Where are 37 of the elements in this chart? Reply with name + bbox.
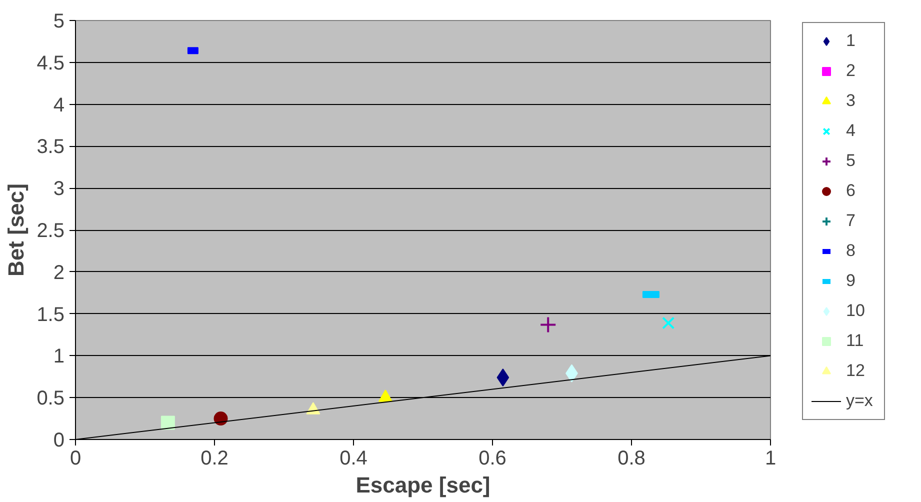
x-axis-title: Escape [sec] bbox=[356, 472, 490, 498]
y-tick-label: 2 bbox=[53, 262, 64, 284]
y-axis-title: Bet [sec] bbox=[4, 184, 29, 276]
x-tick-label: 0.2 bbox=[200, 448, 228, 470]
y-tick-label: 3.5 bbox=[36, 136, 65, 158]
point bbox=[496, 368, 510, 386]
legend-label: 10 bbox=[846, 301, 866, 321]
legend-label: 7 bbox=[846, 211, 856, 231]
x-tick-label: 0.6 bbox=[478, 448, 506, 470]
legend-label: y=x bbox=[846, 391, 874, 411]
legend-label: 12 bbox=[846, 361, 866, 381]
y-tick-label: 0.5 bbox=[36, 388, 65, 410]
legend-label: 9 bbox=[846, 271, 856, 291]
point bbox=[540, 316, 557, 334]
x-tick-label: 0.4 bbox=[340, 448, 368, 470]
legend-label: 1 bbox=[846, 31, 856, 51]
y-tick-label: 4 bbox=[53, 94, 64, 116]
legend-label: 3 bbox=[846, 91, 856, 111]
y-tick-label: 2.5 bbox=[36, 220, 65, 242]
x-tick-label: 0 bbox=[70, 448, 82, 470]
legend-label: 4 bbox=[846, 121, 856, 141]
legend-label: 6 bbox=[846, 181, 856, 201]
legend-label: 8 bbox=[846, 241, 856, 261]
legend-label: 2 bbox=[846, 61, 856, 81]
point bbox=[662, 316, 675, 330]
legend-label: 11 bbox=[846, 331, 865, 351]
legend-label: 5 bbox=[846, 151, 856, 171]
x-tick-label: 1 bbox=[764, 448, 776, 470]
y-tick-label: 1.5 bbox=[36, 304, 65, 326]
x-tick-label: 0.8 bbox=[618, 448, 646, 470]
y-tick-label: 1 bbox=[53, 346, 64, 368]
y-tick-label: 3 bbox=[53, 178, 64, 200]
y-tick-label: 0 bbox=[53, 430, 64, 452]
y-tick-label: 5 bbox=[53, 10, 64, 32]
point bbox=[214, 412, 228, 426]
y-tick-label: 4.5 bbox=[36, 52, 65, 74]
point bbox=[160, 416, 175, 430]
